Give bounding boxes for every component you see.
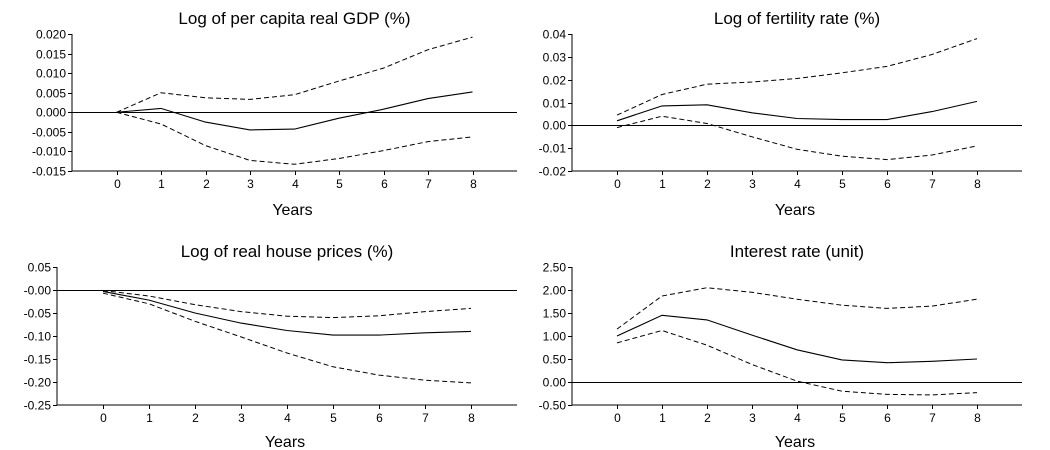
- x-tick-label: 3: [749, 177, 756, 191]
- y-tick-label: 0.015: [36, 48, 66, 62]
- x-tick-label: 3: [238, 411, 245, 425]
- x-axis-label: Years: [775, 202, 815, 219]
- y-tick-label: 0.01: [543, 97, 567, 111]
- x-tick-label: 7: [422, 411, 429, 425]
- y-tick-label: 0.05: [28, 261, 52, 275]
- x-tick-label: 8: [974, 177, 981, 191]
- x-tick-label: 4: [794, 177, 801, 191]
- y-tick-label: 0.00: [543, 119, 567, 133]
- y-tick-label: 0.03: [543, 51, 567, 65]
- x-tick-label: 3: [247, 177, 254, 191]
- chart-panel-2: Log of fertility rate (%) 0.04 0.03 0.02 0.0…: [539, 9, 1022, 219]
- x-tick-label: 6: [884, 411, 891, 425]
- x-tick-label: 8: [468, 411, 475, 425]
- upper-bound-line: [616, 38, 978, 116]
- x-tick-label: 6: [884, 177, 891, 191]
- chart-title: Log of fertility rate (%): [714, 9, 880, 28]
- y-tick-label: 0.020: [36, 28, 66, 42]
- x-tick-label: 1: [158, 177, 165, 191]
- y-tick-label: 0.000: [36, 106, 66, 120]
- x-tick-label: 4: [292, 177, 299, 191]
- lower-bound-line: [116, 111, 473, 165]
- y-tick-label: 0.00: [543, 376, 567, 390]
- y-tick-label: -0.15: [24, 353, 52, 367]
- y-tick-label: 2.00: [543, 284, 567, 298]
- x-tick-label: 7: [929, 411, 936, 425]
- x-tick-label: 0: [614, 411, 621, 425]
- y-tick-label: -0.25: [24, 399, 52, 413]
- x-tick-label: 2: [192, 411, 199, 425]
- chart-panel-4: Interest rate (unit) 2.50 2.00 1.50 1.00 0.50…: [539, 242, 1022, 450]
- x-tick-label: 5: [336, 177, 343, 191]
- y-tick-label: -0.05: [24, 307, 52, 321]
- upper-bound-line: [102, 290, 472, 319]
- x-tick-label: 5: [330, 411, 337, 425]
- y-tick-label: 2.50: [543, 261, 567, 275]
- y-tick-label: -0.01: [539, 142, 567, 156]
- x-tick-label: 3: [749, 411, 756, 425]
- upper-bound-line: [116, 36, 473, 113]
- x-tick-label: 2: [203, 177, 210, 191]
- x-tick-label: 0: [614, 177, 621, 191]
- x-tick-label: 1: [659, 411, 666, 425]
- chart-title: Log of real house prices (%): [181, 242, 394, 261]
- x-tick-label: 7: [929, 177, 936, 191]
- y-tick-label: -0.015: [32, 165, 66, 179]
- y-tick-label: -0.20: [24, 376, 52, 390]
- x-tick-label: 8: [974, 411, 981, 425]
- y-tick-label: -0.005: [32, 126, 66, 140]
- x-tick-label: 8: [470, 177, 477, 191]
- x-tick-label: 2: [704, 411, 711, 425]
- estimate-line: [116, 91, 473, 131]
- estimate-line: [616, 100, 978, 122]
- x-tick-label: 7: [425, 177, 432, 191]
- estimate-line: [102, 290, 472, 336]
- x-axis-label: Years: [265, 434, 305, 450]
- chart-panel-3: Log of real house prices (%) 0.05 -0.00 -0.…: [24, 242, 517, 450]
- y-tick-label: 0.005: [36, 87, 66, 101]
- y-tick-label: 0.010: [36, 67, 66, 81]
- y-tick-label: 0.50: [543, 353, 567, 367]
- x-tick-label: 5: [839, 411, 846, 425]
- y-tick-label: 0.02: [543, 74, 567, 88]
- x-tick-label: 6: [381, 177, 388, 191]
- lower-bound-line: [616, 115, 978, 161]
- x-tick-label: 1: [146, 411, 153, 425]
- chart-title: Interest rate (unit): [730, 242, 864, 261]
- x-tick-label: 4: [794, 411, 801, 425]
- y-tick-label: -0.00: [24, 284, 52, 298]
- x-tick-label: 5: [839, 177, 846, 191]
- x-tick-label: 1: [659, 177, 666, 191]
- y-tick-label: -0.50: [539, 399, 567, 413]
- x-tick-label: 2: [704, 177, 711, 191]
- x-axis-label: Years: [272, 202, 312, 219]
- lower-bound-line: [102, 292, 472, 384]
- estimate-line: [616, 314, 978, 364]
- y-tick-label: -0.010: [32, 145, 66, 159]
- x-tick-label: 6: [376, 411, 383, 425]
- upper-bound-line: [616, 287, 978, 330]
- y-tick-label: 1.50: [543, 307, 567, 321]
- x-tick-label: 0: [114, 177, 121, 191]
- x-tick-label: 0: [100, 411, 107, 425]
- y-tick-label: -0.10: [24, 330, 52, 344]
- x-tick-label: 4: [284, 411, 291, 425]
- x-axis-label: Years: [775, 434, 815, 450]
- chart-title: Log of per capita real GDP (%): [178, 9, 410, 28]
- y-tick-label: 0.04: [543, 28, 567, 42]
- chart-panel-1: Log of per capita real GDP (%) 0.020 0.015…: [32, 9, 517, 219]
- y-tick-label: -0.02: [539, 165, 567, 179]
- y-tick-label: 1.00: [543, 330, 567, 344]
- lower-bound-line: [616, 329, 978, 396]
